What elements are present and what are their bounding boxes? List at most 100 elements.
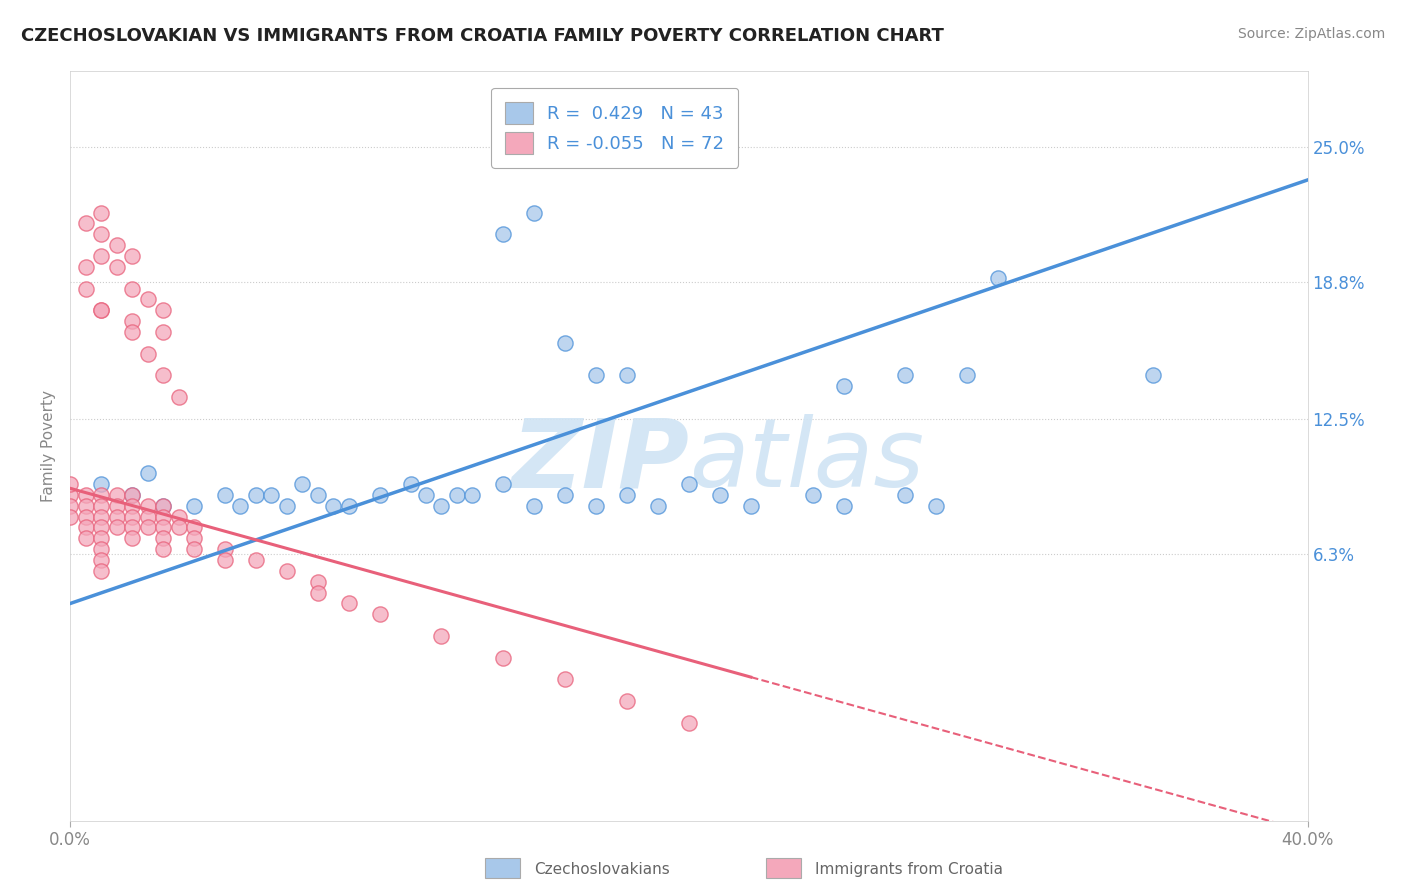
Point [75, 281, 97, 295]
Point [90, 488, 112, 502]
Point [307, 574, 329, 589]
Point [105, 499, 128, 513]
Point [59, 509, 82, 524]
Point [337, 597, 360, 611]
FancyBboxPatch shape [766, 858, 801, 878]
Point [136, 499, 159, 513]
Text: Immigrants from Croatia: Immigrants from Croatia [815, 863, 1004, 877]
Text: ZIP: ZIP [510, 415, 689, 508]
Point [229, 499, 252, 513]
Point [121, 499, 143, 513]
Point [121, 281, 143, 295]
Point [678, 715, 700, 730]
Point [90, 303, 112, 318]
Point [90, 531, 112, 545]
Point [121, 249, 143, 263]
Point [492, 477, 515, 491]
Point [136, 466, 159, 480]
Point [75, 260, 97, 274]
Point [956, 368, 979, 383]
Point [678, 477, 700, 491]
Point [75, 216, 97, 230]
Point [167, 390, 190, 404]
Point [554, 673, 576, 687]
Point [214, 488, 236, 502]
Point [492, 650, 515, 665]
Point [105, 260, 128, 274]
Point [740, 499, 762, 513]
Point [368, 488, 391, 502]
Point [616, 694, 638, 708]
Point [121, 509, 143, 524]
Point [276, 564, 298, 578]
Point [987, 270, 1010, 285]
Point [90, 499, 112, 513]
Text: Czechoslovakians: Czechoslovakians [534, 863, 671, 877]
Point [492, 227, 515, 242]
Point [152, 499, 174, 513]
Point [90, 509, 112, 524]
Legend: R =  0.429   N = 43, R = -0.055   N = 72: R = 0.429 N = 43, R = -0.055 N = 72 [491, 88, 738, 168]
Point [337, 499, 360, 513]
Point [121, 488, 143, 502]
Point [90, 564, 112, 578]
Point [105, 520, 128, 534]
Point [832, 379, 855, 393]
Point [152, 499, 174, 513]
Point [322, 499, 344, 513]
Point [136, 509, 159, 524]
Point [59, 488, 82, 502]
Point [75, 488, 97, 502]
Point [260, 488, 283, 502]
Point [90, 553, 112, 567]
Point [1142, 368, 1164, 383]
Point [75, 509, 97, 524]
Point [121, 325, 143, 339]
Point [183, 542, 205, 557]
Point [585, 499, 607, 513]
Y-axis label: Family Poverty: Family Poverty [41, 390, 56, 502]
Point [90, 227, 112, 242]
Point [152, 542, 174, 557]
Point [59, 477, 82, 491]
Point [167, 520, 190, 534]
Point [616, 368, 638, 383]
Point [245, 488, 267, 502]
Point [430, 629, 453, 643]
Point [105, 238, 128, 252]
Point [167, 509, 190, 524]
Point [183, 531, 205, 545]
Point [894, 368, 917, 383]
Point [183, 520, 205, 534]
Point [90, 520, 112, 534]
Point [647, 499, 669, 513]
Point [152, 509, 174, 524]
Point [152, 531, 174, 545]
Point [214, 542, 236, 557]
Text: CZECHOSLOVAKIAN VS IMMIGRANTS FROM CROATIA FAMILY POVERTY CORRELATION CHART: CZECHOSLOVAKIAN VS IMMIGRANTS FROM CROAT… [21, 27, 943, 45]
Point [415, 488, 437, 502]
Point [121, 314, 143, 328]
Point [152, 520, 174, 534]
Point [307, 488, 329, 502]
Point [523, 499, 546, 513]
Point [276, 499, 298, 513]
Point [616, 488, 638, 502]
Point [105, 488, 128, 502]
Point [446, 488, 468, 502]
Text: atlas: atlas [689, 415, 924, 508]
Point [399, 477, 422, 491]
Point [75, 499, 97, 513]
FancyBboxPatch shape [485, 858, 520, 878]
Point [554, 488, 576, 502]
Point [121, 531, 143, 545]
Point [585, 368, 607, 383]
Point [152, 303, 174, 318]
Point [801, 488, 824, 502]
Point [307, 585, 329, 599]
Point [75, 520, 97, 534]
Point [90, 249, 112, 263]
Point [136, 347, 159, 361]
Point [461, 488, 484, 502]
Point [245, 553, 267, 567]
